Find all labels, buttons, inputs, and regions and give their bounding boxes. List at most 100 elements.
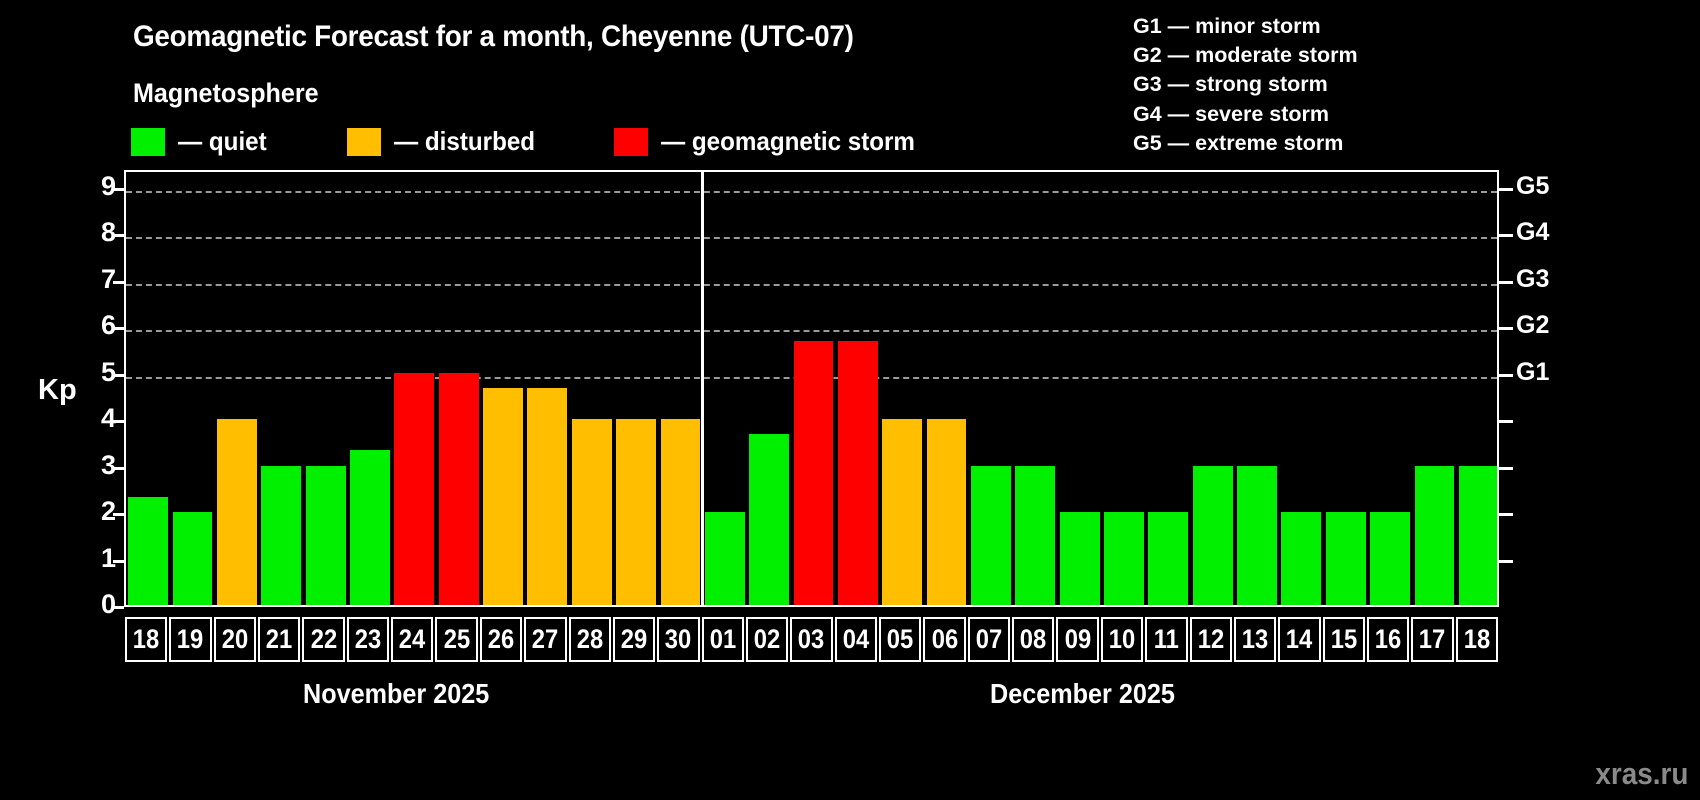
storm-scale-g3: G3 — strong storm	[1133, 72, 1328, 97]
bar-nov-19	[172, 512, 213, 605]
date-label-text: 04	[842, 624, 870, 654]
date-label-dec-06[interactable]: 06	[923, 617, 966, 662]
bar-dec-05	[882, 419, 923, 605]
bar-nov-23	[350, 450, 390, 605]
orange-swatch-icon	[347, 127, 382, 156]
legend-heading: Magnetosphere	[133, 78, 319, 108]
right-tick-mark-kp-6	[1499, 327, 1513, 331]
date-label-nov-20[interactable]: 20	[213, 617, 257, 662]
date-label-dec-07[interactable]: 07	[967, 617, 1011, 662]
date-label-dec-08[interactable]: 08	[1012, 617, 1055, 662]
date-label-nov-23[interactable]: 23	[346, 617, 390, 662]
date-label-nov-27[interactable]: 27	[524, 617, 567, 662]
bar-nov-24	[394, 372, 435, 605]
date-label-nov-28[interactable]: 28	[568, 617, 611, 662]
date-label-dec-15[interactable]: 15	[1322, 617, 1365, 662]
date-label-text: 23	[354, 624, 382, 654]
legend-label-quiet: — quiet	[178, 126, 267, 156]
bar-dec-08	[1015, 465, 1056, 605]
date-label-nov-19[interactable]: 19	[169, 617, 212, 662]
bar-dec-11	[1148, 512, 1189, 605]
bar-nov-26	[483, 387, 523, 605]
y-tick-mark-0	[113, 606, 124, 609]
bar-nov-21	[261, 465, 302, 605]
gridline-kp-6	[126, 330, 1497, 333]
bar-nov-27	[527, 387, 568, 605]
month-caption-december: December 2025	[990, 678, 1175, 709]
right-tick-label-G2: G2	[1516, 311, 1550, 340]
bar-series	[126, 172, 1497, 605]
date-label-text: 30	[665, 624, 692, 654]
date-label-nov-18[interactable]: 18	[125, 617, 168, 662]
watermark: xras.ru	[1594, 756, 1688, 791]
date-label-text: 14	[1286, 624, 1313, 654]
green-swatch-icon	[131, 127, 165, 156]
bar-dec-02	[749, 434, 790, 605]
date-label-dec-10[interactable]: 10	[1100, 617, 1144, 662]
right-tick-label-G5: G5	[1516, 171, 1550, 200]
date-label-dec-14[interactable]: 14	[1278, 617, 1321, 662]
date-label-dec-09[interactable]: 09	[1056, 617, 1099, 662]
date-label-dec-05[interactable]: 05	[879, 617, 922, 662]
date-label-dec-16[interactable]: 16	[1366, 617, 1410, 662]
date-label-dec-02[interactable]: 02	[745, 617, 789, 662]
storm-scale-legend: G1 — minor storm G2 — moderate storm G3 …	[1133, 12, 1358, 158]
plot-panel	[124, 170, 1499, 607]
date-label-text: 17	[1419, 624, 1446, 654]
y-tick-mark-5	[113, 373, 124, 377]
bar-nov-29	[616, 419, 656, 605]
date-label-dec-03[interactable]: 03	[790, 617, 833, 662]
date-label-text: 05	[886, 624, 914, 654]
date-label-text: 12	[1197, 624, 1224, 654]
y-tick-label-2: 2	[100, 496, 116, 527]
bar-dec-06	[926, 419, 967, 605]
date-label-nov-29[interactable]: 29	[612, 617, 656, 662]
bar-dec-12	[1192, 465, 1233, 605]
y-tick-label-7: 7	[100, 263, 116, 294]
date-label-text: 13	[1241, 624, 1269, 654]
date-label-nov-21[interactable]: 21	[258, 617, 301, 662]
date-label-text: 28	[576, 624, 603, 654]
bar-dec-10	[1104, 512, 1144, 605]
y-tick-label-6: 6	[100, 310, 116, 341]
y-tick-label-1: 1	[100, 542, 116, 573]
date-label-nov-22[interactable]: 22	[302, 617, 345, 662]
legend-label-disturbed: — disturbed	[394, 126, 536, 156]
date-label-dec-18[interactable]: 18	[1455, 617, 1498, 662]
y-tick-mark-8	[113, 234, 124, 238]
bar-dec-01	[704, 512, 745, 605]
right-tick-mark-kp-9	[1499, 187, 1513, 191]
date-label-text: 06	[931, 624, 958, 654]
y-tick-mark-2	[113, 513, 124, 517]
legend-item-disturbed: — disturbed	[347, 126, 546, 157]
date-label-text: 22	[310, 624, 337, 654]
date-label-dec-04[interactable]: 04	[834, 617, 878, 662]
y-tick-label-4: 4	[100, 403, 116, 434]
bar-nov-18	[128, 496, 169, 605]
date-label-nov-30[interactable]: 30	[657, 617, 700, 662]
y-tick-mark-7	[113, 280, 124, 284]
date-label-text: 02	[753, 624, 781, 654]
date-label-dec-01[interactable]: 01	[701, 617, 744, 662]
date-label-nov-25[interactable]: 25	[435, 617, 478, 662]
bar-dec-03	[793, 341, 834, 605]
date-label-dec-11[interactable]: 11	[1145, 617, 1188, 662]
right-tick-mark-kp-8	[1499, 234, 1513, 238]
y-tick-mark-6	[113, 327, 124, 331]
right-tick-mark-kp-2	[1499, 513, 1513, 517]
month-separator	[701, 172, 705, 605]
date-label-text: 11	[1153, 624, 1179, 654]
bar-dec-13	[1237, 465, 1277, 605]
date-label-text: 16	[1374, 624, 1402, 654]
date-label-dec-17[interactable]: 17	[1411, 617, 1454, 662]
date-label-nov-26[interactable]: 26	[479, 617, 523, 662]
right-tick-mark-kp-4	[1499, 420, 1513, 424]
bar-dec-04	[837, 341, 878, 605]
date-label-dec-12[interactable]: 12	[1189, 617, 1232, 662]
date-label-nov-24[interactable]: 24	[391, 617, 434, 662]
y-tick-mark-9	[113, 187, 124, 191]
y-axis-title: Kp	[38, 374, 77, 406]
y-tick-label-0: 0	[100, 589, 116, 619]
y-tick-label-8: 8	[100, 217, 116, 248]
date-label-dec-13[interactable]: 13	[1233, 617, 1277, 662]
